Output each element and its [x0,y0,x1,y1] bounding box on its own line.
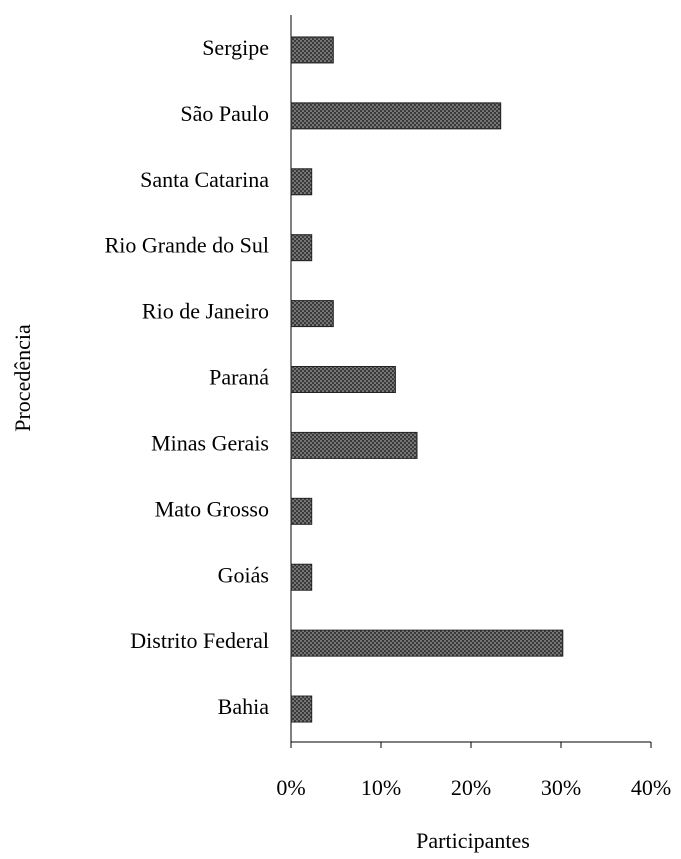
y-tick-label: Goiás [218,562,269,587]
bar [290,168,313,196]
x-tick-label: 30% [541,775,581,800]
bar [290,563,313,591]
bar [290,102,502,130]
bar [290,366,396,393]
bar [290,695,313,723]
x-axis-label: Participantes [416,828,530,853]
bar [290,36,334,64]
y-tick-label: Distrito Federal [130,628,269,653]
bar [290,431,418,459]
y-tick-label: Santa Catarina [140,167,269,192]
bar [290,497,313,525]
y-tick-label: São Paulo [180,101,269,126]
x-tick-label: 20% [451,775,491,800]
x-tick-label: 40% [631,775,671,800]
y-axis-label: Procedência [10,324,35,432]
bar [290,629,564,657]
y-tick-label: Minas Gerais [151,430,269,455]
y-tick-label: Rio Grande do Sul [105,233,269,258]
y-tick-label: Sergipe [202,35,269,60]
x-tick-label: 0% [276,775,305,800]
y-tick-label: Bahia [218,694,270,719]
y-tick-label: Mato Grosso [155,496,269,521]
y-tick-label: Rio de Janeiro [142,299,269,324]
bar [290,300,334,328]
bar [290,234,313,262]
x-tick-label: 10% [361,775,401,800]
y-tick-label: Paraná [209,365,269,390]
